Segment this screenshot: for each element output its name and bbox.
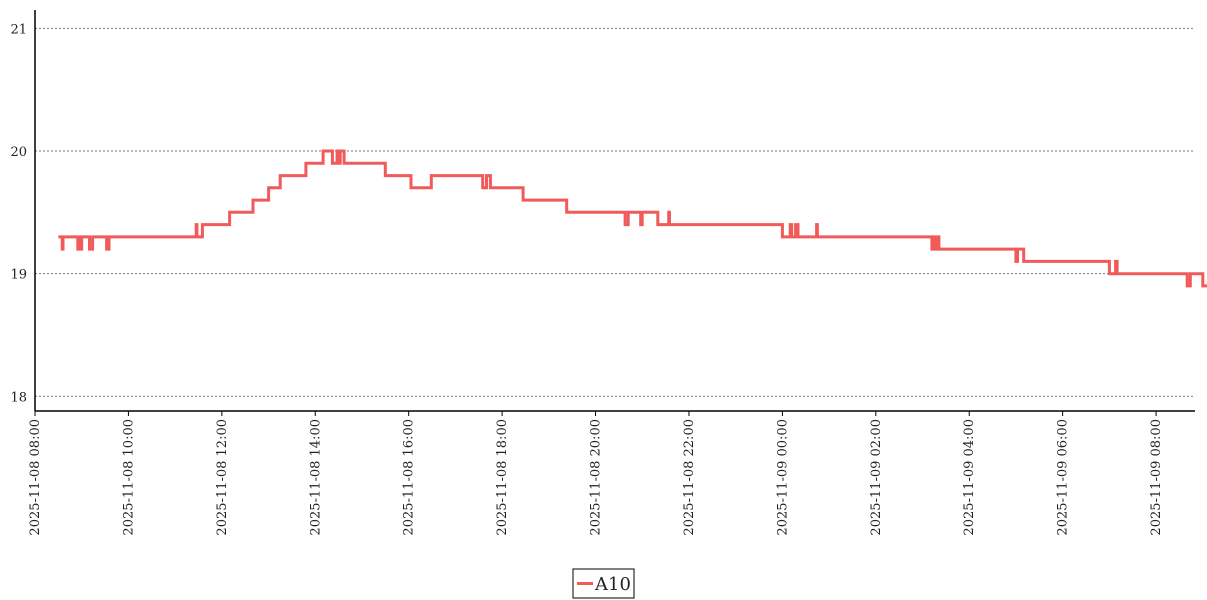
- series-line-a10: [58, 149, 1207, 288]
- x-tick-label: 2025-11-09 08:00: [1149, 419, 1164, 536]
- x-tick-label: 2025-11-08 08:00: [28, 419, 43, 536]
- x-tick-label: 2025-11-08 10:00: [121, 419, 136, 536]
- x-tick-label: 2025-11-08 16:00: [402, 419, 417, 536]
- x-tick-label: 2025-11-08 12:00: [215, 419, 230, 536]
- y-tick-label: 19: [10, 268, 27, 283]
- x-tick-label: 2025-11-08 22:00: [682, 419, 697, 536]
- x-tick-label: 2025-11-08 20:00: [589, 419, 604, 536]
- x-tick-label: 2025-11-08 18:00: [495, 419, 510, 536]
- y-tick-label: 18: [10, 390, 27, 405]
- x-tick-label: 2025-11-09 00:00: [775, 419, 790, 536]
- y-tick-label: 21: [10, 22, 27, 37]
- x-tick-label: 2025-11-09 02:00: [869, 419, 884, 536]
- x-tick-label: 2025-11-09 04:00: [962, 419, 977, 536]
- legend-label: A10: [594, 574, 631, 595]
- x-tick-label: 2025-11-08 14:00: [308, 419, 323, 536]
- y-tick-label: 20: [10, 145, 27, 160]
- x-tick-label: 2025-11-09 06:00: [1056, 419, 1071, 536]
